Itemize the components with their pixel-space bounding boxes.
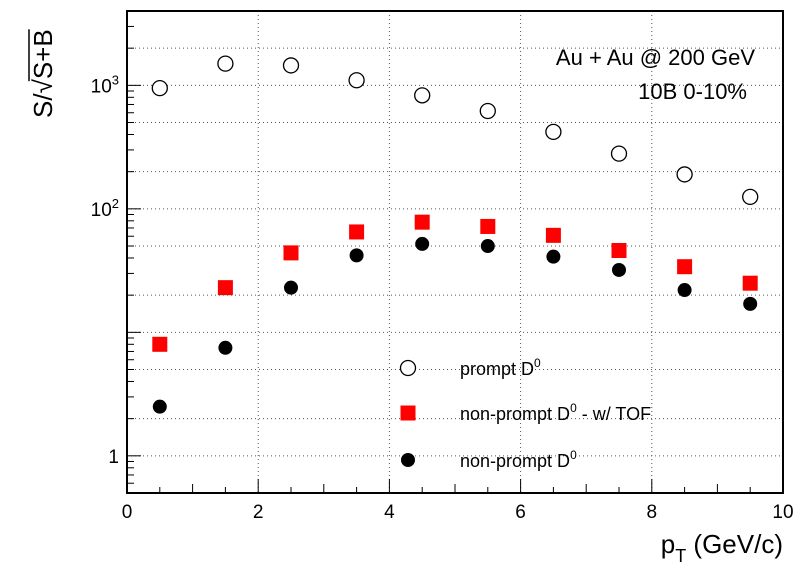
legend-label-0: prompt D0: [460, 356, 541, 379]
x-tick-label: 6: [515, 502, 526, 523]
data-point-series-1: [480, 218, 496, 234]
legend-marker-2: [401, 453, 415, 467]
data-point-series-2: [415, 236, 430, 251]
data-point-series-0: [151, 79, 168, 97]
grid: [127, 11, 783, 493]
data-point-series-1: [611, 242, 627, 258]
data-point-series-2: [743, 296, 758, 311]
y-tick-label: 102: [91, 196, 119, 221]
data-point-series-0: [742, 188, 759, 206]
data-point-series-1: [742, 275, 758, 291]
data-point-series-2: [152, 399, 167, 414]
data-point-series-2: [612, 262, 626, 277]
y-tick-label: 103: [91, 72, 119, 97]
data-points: [151, 55, 759, 414]
data-point-series-2: [546, 249, 561, 264]
legend-label-2: non-prompt D0: [460, 448, 577, 471]
data-point-series-0: [479, 102, 496, 120]
data-point-series-0: [414, 87, 431, 104]
data-point-series-2: [218, 340, 233, 355]
y-axis-title: S/√S+B: [28, 29, 58, 118]
data-point-series-2: [677, 283, 692, 298]
x-tick-label: 0: [122, 502, 133, 523]
data-point-series-1: [283, 245, 299, 261]
legend-label-1: non-prompt D0 - w/ TOF: [460, 401, 651, 424]
legend-marker-1: [400, 405, 416, 421]
data-point-series-0: [348, 72, 365, 89]
data-point-series-1: [217, 280, 233, 296]
data-point-series-1: [414, 214, 430, 230]
data-point-series-2: [349, 248, 364, 263]
x-tick-label: 2: [253, 502, 264, 523]
annotation-collision: Au + Au @ 200 GeV: [556, 45, 755, 70]
y-axis-title-group: S/√S+B: [28, 29, 58, 118]
data-point-series-1: [545, 227, 561, 243]
data-point-series-1: [677, 259, 693, 275]
data-point-series-0: [217, 55, 234, 72]
y-tick-label: 1: [108, 447, 119, 468]
data-point-series-0: [610, 145, 628, 162]
annotation-centrality: 10B 0-10%: [638, 79, 747, 104]
data-point-series-0: [282, 57, 300, 74]
data-point-series-1: [349, 224, 365, 240]
x-tick-label: 4: [384, 502, 395, 523]
legend-marker-0: [399, 359, 417, 377]
x-axis-title: pT (GeV/c): [661, 529, 783, 566]
legend: prompt D0 non-prompt D0 - w/ TOF non-promp…: [399, 356, 651, 471]
data-point-series-2: [284, 280, 298, 295]
x-tick-label: 10: [772, 502, 793, 523]
axis-titles: pT (GeV/c) S/√S+B: [28, 29, 783, 566]
data-point-series-0: [545, 123, 562, 141]
ticks: [126, 10, 784, 494]
annotations: Au + Au @ 200 GeV 10B 0-10%: [556, 45, 755, 104]
data-point-series-1: [152, 336, 168, 352]
x-tick-label: 8: [647, 502, 658, 523]
data-point-series-2: [480, 239, 495, 254]
data-point-series-0: [676, 166, 693, 183]
